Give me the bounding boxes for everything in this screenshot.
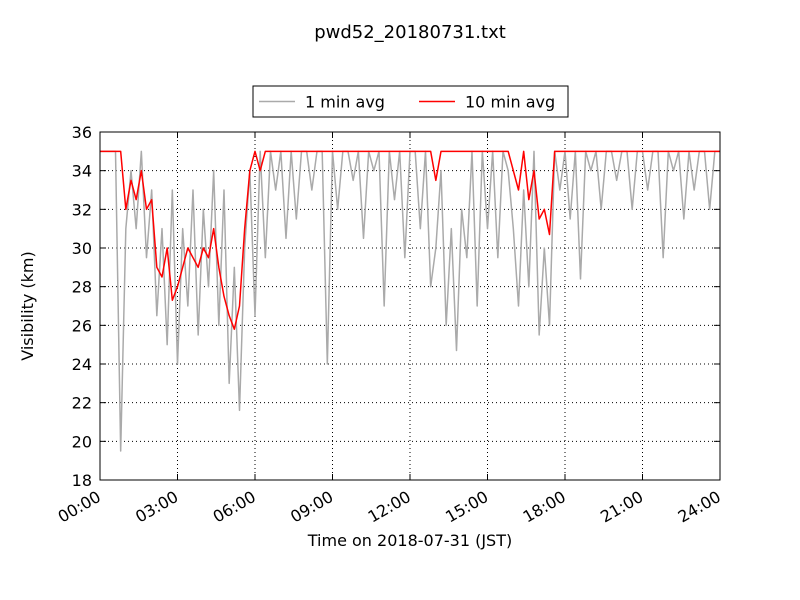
plot-frame — [99, 131, 721, 481]
y-tick-label: 36 — [72, 123, 92, 142]
legend-box — [252, 85, 569, 118]
y-tick-label: 26 — [72, 316, 92, 335]
legend-label: 1 min avg — [305, 93, 385, 112]
y-tick-label: 30 — [72, 239, 92, 258]
y-tick-label: 34 — [72, 162, 92, 181]
y-tick-label: 18 — [72, 471, 92, 490]
y-tick-label: 22 — [72, 394, 92, 413]
y-tick-label: 32 — [72, 200, 92, 219]
chart-title: pwd52_20180731.txt — [314, 22, 506, 43]
series-line — [100, 150, 720, 330]
legend-label: 10 min avg — [465, 93, 555, 112]
y-axis-label: Visibility (km) — [18, 251, 37, 360]
x-axis-label: Time on 2018-07-31 (JST) — [307, 531, 512, 550]
y-tick-label: 20 — [72, 432, 92, 451]
y-tick-label: 28 — [72, 278, 92, 297]
y-tick-label: 24 — [72, 355, 92, 374]
